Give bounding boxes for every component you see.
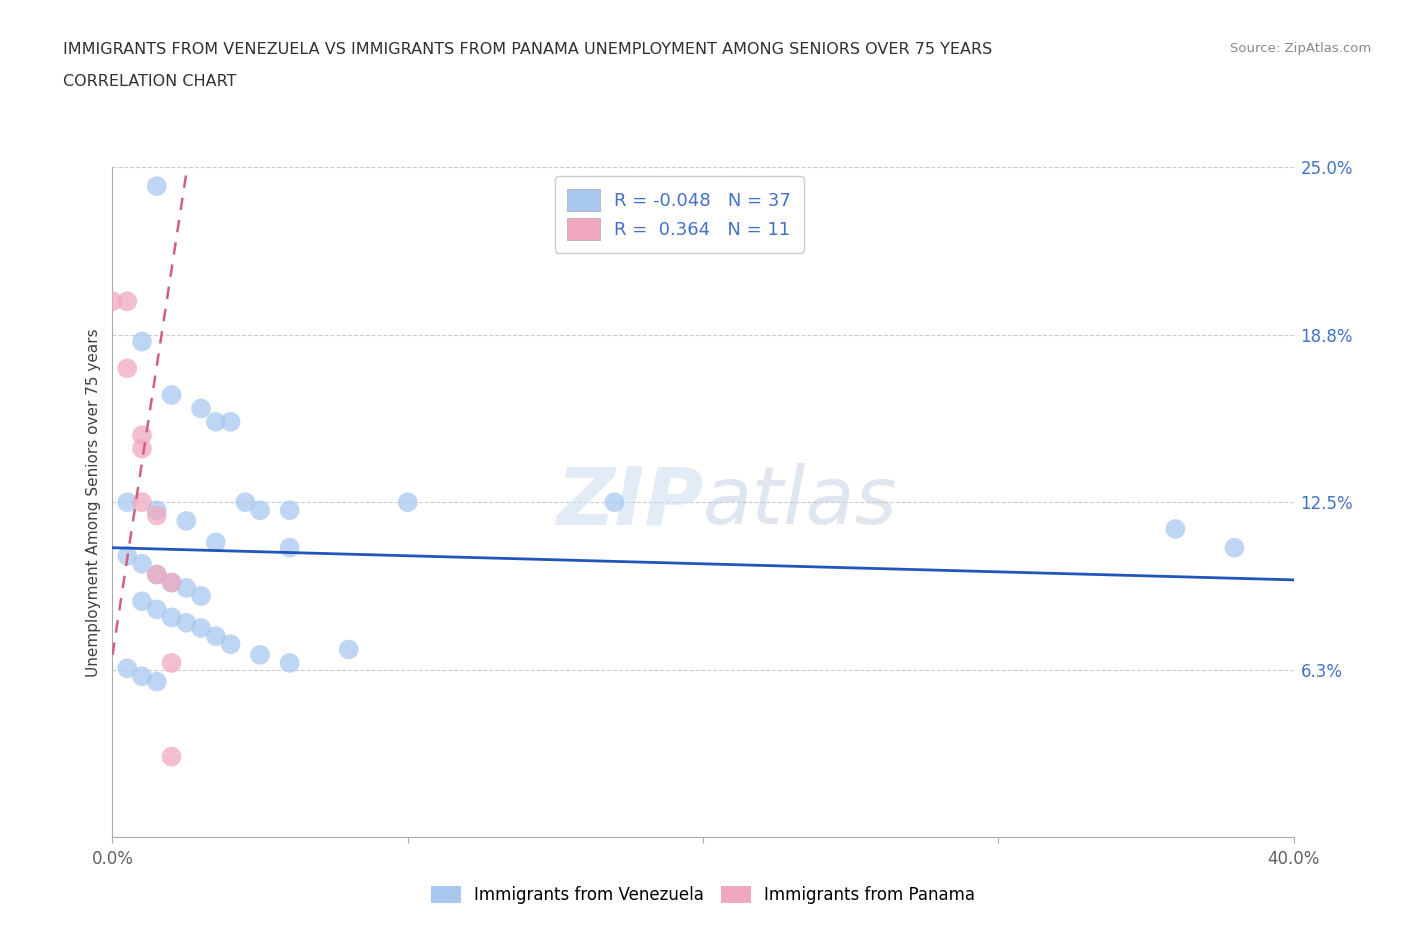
- Point: [603, 495, 626, 510]
- Point: [131, 334, 153, 349]
- Point: [1164, 522, 1187, 537]
- Point: [205, 415, 228, 430]
- Point: [337, 642, 360, 657]
- Point: [160, 575, 183, 590]
- Point: [117, 495, 138, 510]
- Point: [160, 656, 183, 671]
- Point: [131, 594, 153, 609]
- Point: [278, 503, 301, 518]
- Point: [131, 495, 153, 510]
- Y-axis label: Unemployment Among Seniors over 75 years: Unemployment Among Seniors over 75 years: [86, 328, 101, 676]
- Text: atlas: atlas: [703, 463, 898, 541]
- Point: [205, 535, 228, 550]
- Point: [249, 647, 271, 662]
- Text: CORRELATION CHART: CORRELATION CHART: [63, 74, 236, 89]
- Point: [174, 580, 197, 595]
- Point: [219, 637, 242, 652]
- Point: [190, 589, 212, 604]
- Legend: Immigrants from Venezuela, Immigrants from Panama: Immigrants from Venezuela, Immigrants fr…: [423, 878, 983, 912]
- Legend: R = -0.048   N = 37, R =  0.364   N = 11: R = -0.048 N = 37, R = 0.364 N = 11: [555, 177, 804, 253]
- Point: [174, 513, 197, 528]
- Point: [117, 549, 138, 564]
- Point: [396, 495, 419, 510]
- Point: [117, 661, 138, 676]
- Point: [233, 495, 256, 510]
- Point: [190, 401, 212, 416]
- Point: [146, 567, 169, 582]
- Point: [146, 567, 169, 582]
- Point: [278, 656, 301, 671]
- Point: [205, 629, 228, 644]
- Point: [101, 294, 124, 309]
- Point: [146, 602, 169, 617]
- Point: [146, 674, 169, 689]
- Point: [146, 508, 169, 523]
- Point: [160, 610, 183, 625]
- Point: [146, 179, 169, 193]
- Point: [219, 415, 242, 430]
- Point: [160, 750, 183, 764]
- Point: [160, 575, 183, 590]
- Point: [1223, 540, 1246, 555]
- Point: [131, 556, 153, 571]
- Point: [131, 441, 153, 456]
- Point: [117, 361, 138, 376]
- Point: [190, 620, 212, 635]
- Text: ZIP: ZIP: [555, 463, 703, 541]
- Point: [131, 428, 153, 443]
- Point: [117, 294, 138, 309]
- Point: [160, 388, 183, 403]
- Point: [174, 616, 197, 631]
- Text: Source: ZipAtlas.com: Source: ZipAtlas.com: [1230, 42, 1371, 55]
- Point: [146, 503, 169, 518]
- Point: [131, 669, 153, 684]
- Point: [249, 503, 271, 518]
- Point: [278, 540, 301, 555]
- Text: IMMIGRANTS FROM VENEZUELA VS IMMIGRANTS FROM PANAMA UNEMPLOYMENT AMONG SENIORS O: IMMIGRANTS FROM VENEZUELA VS IMMIGRANTS …: [63, 42, 993, 57]
